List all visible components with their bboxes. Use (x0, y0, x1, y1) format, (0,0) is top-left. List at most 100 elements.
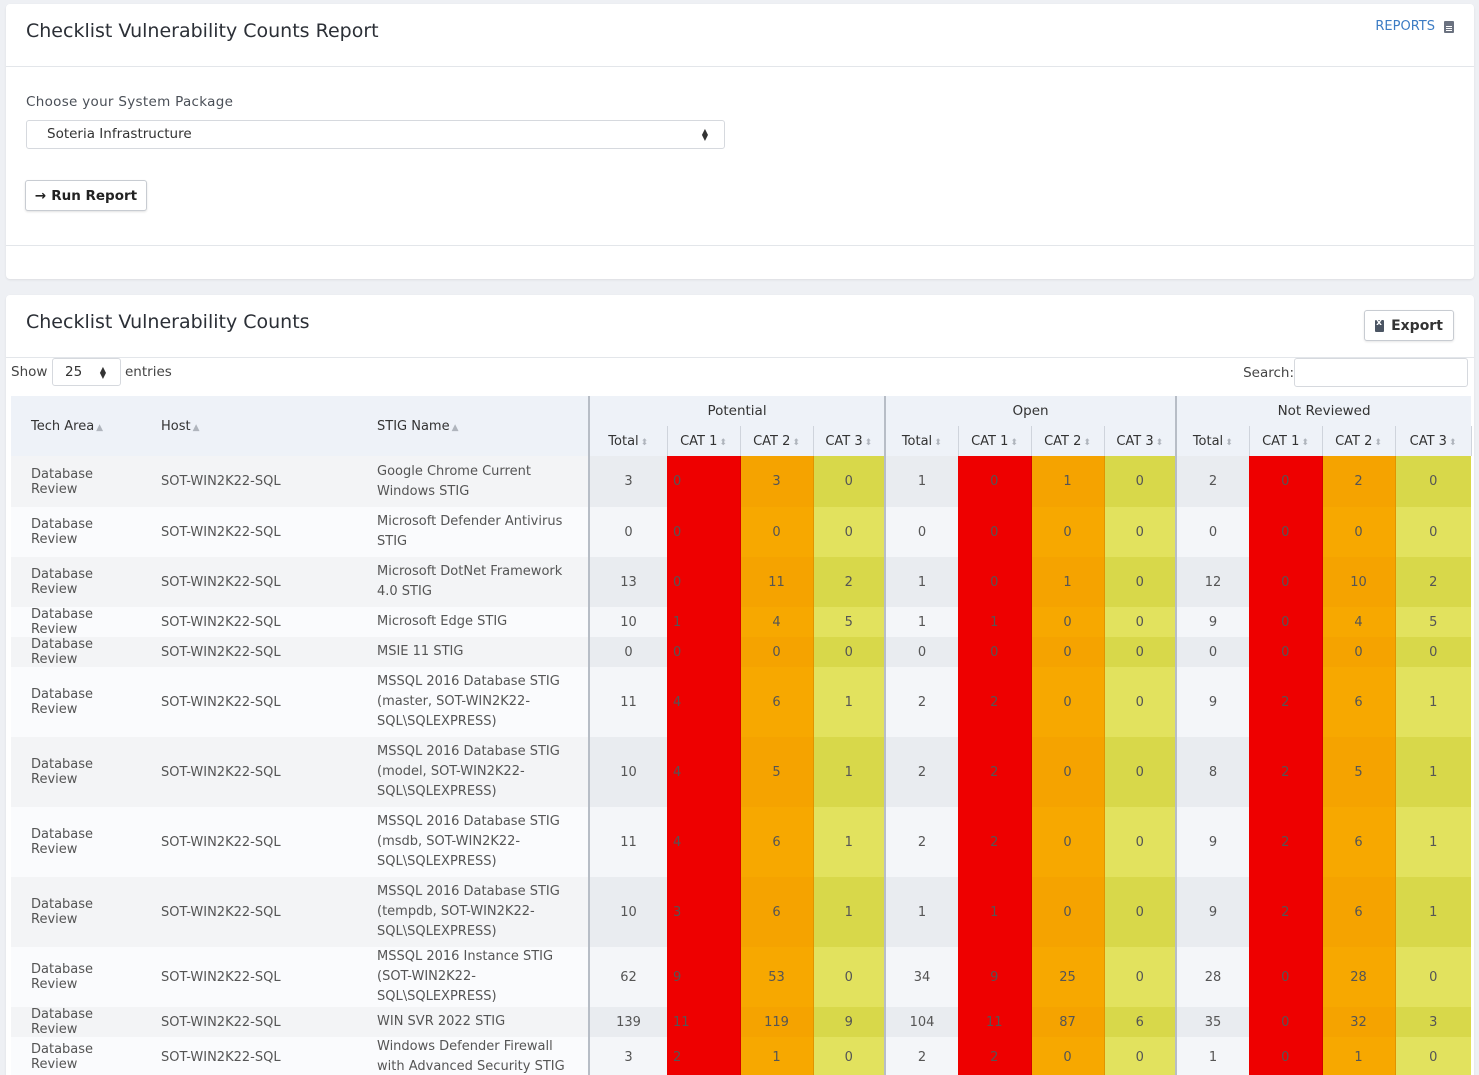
excel-file-icon[interactable] (1375, 318, 1385, 332)
export-button[interactable]: Export (1364, 310, 1454, 341)
header-open-total[interactable]: Total ⬍ (884, 426, 959, 456)
cell-potential-cat3: 1 (813, 877, 886, 947)
header-host-label[interactable]: Host (161, 418, 191, 434)
arrow-right-icon[interactable]: → (34, 187, 47, 204)
cell-tech-area: Database Review (11, 877, 141, 947)
stig-name-link[interactable]: Google Chrome Current Windows STIG (357, 456, 589, 507)
sort-both-icon[interactable]: ⬍ (1225, 437, 1233, 448)
sort-asc-icon[interactable]: ▲ (96, 422, 104, 433)
sort-both-icon[interactable]: ⬍ (640, 437, 649, 448)
sort-asc-icon[interactable]: ▲ (451, 422, 459, 433)
select-arrows-icon[interactable]: ▲ ▼ (99, 365, 106, 380)
cell-tech-area: Database Review (11, 557, 141, 607)
header-open-cat-2[interactable]: CAT 2 ⬍ (1031, 426, 1105, 456)
cell-host: SOT-WIN2K22-SQL (141, 637, 357, 667)
sort-both-icon[interactable]: ⬍ (1155, 437, 1164, 448)
stig-name-link[interactable]: MSSQL 2016 Database STIG (msdb, SOT-WIN2… (357, 807, 589, 877)
sort-both-icon[interactable]: ⬍ (1374, 437, 1382, 448)
header-stig-name[interactable]: STIG Name ▲ (357, 396, 589, 456)
stig-name-link[interactable]: MSSQL 2016 Database STIG (master, SOT-WI… (357, 667, 589, 737)
run-report-label[interactable]: Run Report (51, 187, 138, 204)
sub-header-label[interactable]: Total (1192, 433, 1224, 449)
results-card-header: Checklist Vulnerability Counts Export (6, 295, 1474, 358)
cell-open-cat3: 0 (1104, 947, 1177, 1007)
stig-name-link[interactable]: MSIE 11 STIG (357, 637, 589, 667)
header-not-reviewed-cat-3[interactable]: CAT 3 ⬍ (1395, 426, 1472, 456)
stig-name-link[interactable]: MSSQL 2016 Database STIG (tempdb, SOT-WI… (357, 877, 589, 947)
sub-header-label[interactable]: CAT 1 (971, 433, 1009, 449)
header-open-cat-1[interactable]: CAT 1 ⬍ (958, 426, 1032, 456)
header-stig-name-label[interactable]: STIG Name (377, 418, 450, 434)
sort-both-icon[interactable]: ⬍ (1448, 437, 1457, 448)
sort-both-icon[interactable]: ⬍ (864, 437, 873, 448)
stig-name-link[interactable]: MSSQL 2016 Database STIG (model, SOT-WIN… (357, 737, 589, 807)
cell-open-cat3: 0 (1104, 557, 1177, 607)
export-label[interactable]: Export (1391, 317, 1443, 334)
stig-name-link[interactable]: Microsoft DotNet Framework 4.0 STIG (357, 557, 589, 607)
system-package-value[interactable]: Soteria Infrastructure (47, 126, 192, 142)
sub-header-label[interactable]: CAT 2 (1044, 433, 1082, 449)
page-length-select[interactable]: 25 ▲ ▼ (52, 358, 121, 386)
cell-open-cat2: 0 (1031, 607, 1105, 637)
stig-name-link[interactable]: Microsoft Edge STIG (357, 607, 589, 637)
cell-potential-cat2: 5 (740, 737, 814, 807)
sub-header-label[interactable]: Total (608, 433, 639, 449)
header-group-potential: Potential (587, 396, 886, 426)
sub-header-label[interactable]: CAT 2 (1335, 433, 1373, 449)
table-row: Database Review SOT-WIN2K22-SQL Microsoft … (11, 607, 1472, 637)
header-not-reviewed-total[interactable]: Total ⬍ (1175, 426, 1250, 456)
header-tech-area-label[interactable]: Tech Area (31, 418, 95, 434)
select-arrows-icon[interactable]: ▲ ▼ (701, 127, 708, 142)
reports-link[interactable]: REPORTS (1375, 19, 1454, 34)
stig-name-link[interactable]: MSSQL 2016 Instance STIG (SOT-WIN2K22-SQ… (357, 947, 589, 1007)
header-host[interactable]: Host ▲ (141, 396, 357, 456)
sub-header-label[interactable]: CAT 3 (1409, 433, 1447, 449)
sort-both-icon[interactable]: ⬍ (792, 437, 800, 448)
header-potential-cat-2[interactable]: CAT 2 ⬍ (740, 426, 814, 456)
cell-potential-cat3: 1 (813, 807, 886, 877)
sub-header-label[interactable]: CAT 2 (753, 433, 791, 449)
stig-name-link[interactable]: WIN SVR 2022 STIG (357, 1007, 589, 1037)
search-input[interactable] (1294, 358, 1468, 387)
cell-potential-cat3: 9 (813, 1007, 886, 1037)
sub-header-label[interactable]: CAT 3 (825, 433, 863, 449)
sort-both-icon[interactable]: ⬍ (1010, 437, 1018, 448)
document-icon[interactable] (1444, 20, 1454, 33)
sort-asc-icon[interactable]: ▲ (192, 422, 200, 433)
sort-both-icon[interactable]: ⬍ (1301, 437, 1309, 448)
header-potential-total[interactable]: Total ⬍ (588, 426, 668, 456)
sub-header-label[interactable]: Total (901, 433, 933, 449)
cell-potential-cat1: 11 (667, 1007, 741, 1037)
cell-potential-cat2: 1 (740, 1037, 814, 1075)
sub-header-label[interactable]: CAT 3 (1116, 433, 1154, 449)
header-not-reviewed-cat-2[interactable]: CAT 2 ⬍ (1322, 426, 1396, 456)
system-package-select[interactable]: Soteria Infrastructure ▲ ▼ (26, 120, 725, 149)
sub-header-label[interactable]: CAT 1 (680, 433, 718, 449)
cell-not-reviewed-total: 35 (1175, 1007, 1250, 1037)
cell-open-cat2: 0 (1031, 807, 1105, 877)
sort-both-icon[interactable]: ⬍ (934, 437, 942, 448)
cell-open-total: 2 (884, 737, 959, 807)
cell-open-cat2: 0 (1031, 507, 1105, 557)
cell-not-reviewed-cat2: 5 (1322, 737, 1396, 807)
cell-host: SOT-WIN2K22-SQL (141, 1007, 357, 1037)
cell-potential-cat3: 0 (813, 637, 886, 667)
sort-both-icon[interactable]: ⬍ (719, 437, 727, 448)
cell-host: SOT-WIN2K22-SQL (141, 807, 357, 877)
header-tech-area[interactable]: Tech Area ▲ (11, 396, 141, 456)
cell-not-reviewed-cat3: 1 (1395, 807, 1472, 877)
sub-header-label[interactable]: CAT 1 (1262, 433, 1300, 449)
reports-link-label[interactable]: REPORTS (1375, 19, 1435, 34)
header-not-reviewed-cat-1[interactable]: CAT 1 ⬍ (1249, 426, 1323, 456)
cell-open-cat1: 2 (958, 807, 1032, 877)
header-potential-cat-3[interactable]: CAT 3 ⬍ (813, 426, 886, 456)
header-open-cat-3[interactable]: CAT 3 ⬍ (1104, 426, 1177, 456)
cell-open-cat3: 0 (1104, 607, 1177, 637)
stig-name-link[interactable]: Windows Defender Firewall with Advanced … (357, 1037, 589, 1075)
page-length-value[interactable]: 25 (65, 364, 83, 380)
stig-name-link[interactable]: Microsoft Defender Antivirus STIG (357, 507, 589, 557)
header-potential-cat-1[interactable]: CAT 1 ⬍ (667, 426, 741, 456)
run-report-button[interactable]: → Run Report (25, 180, 147, 211)
sort-both-icon[interactable]: ⬍ (1083, 437, 1091, 448)
cell-potential-total: 139 (588, 1007, 667, 1037)
